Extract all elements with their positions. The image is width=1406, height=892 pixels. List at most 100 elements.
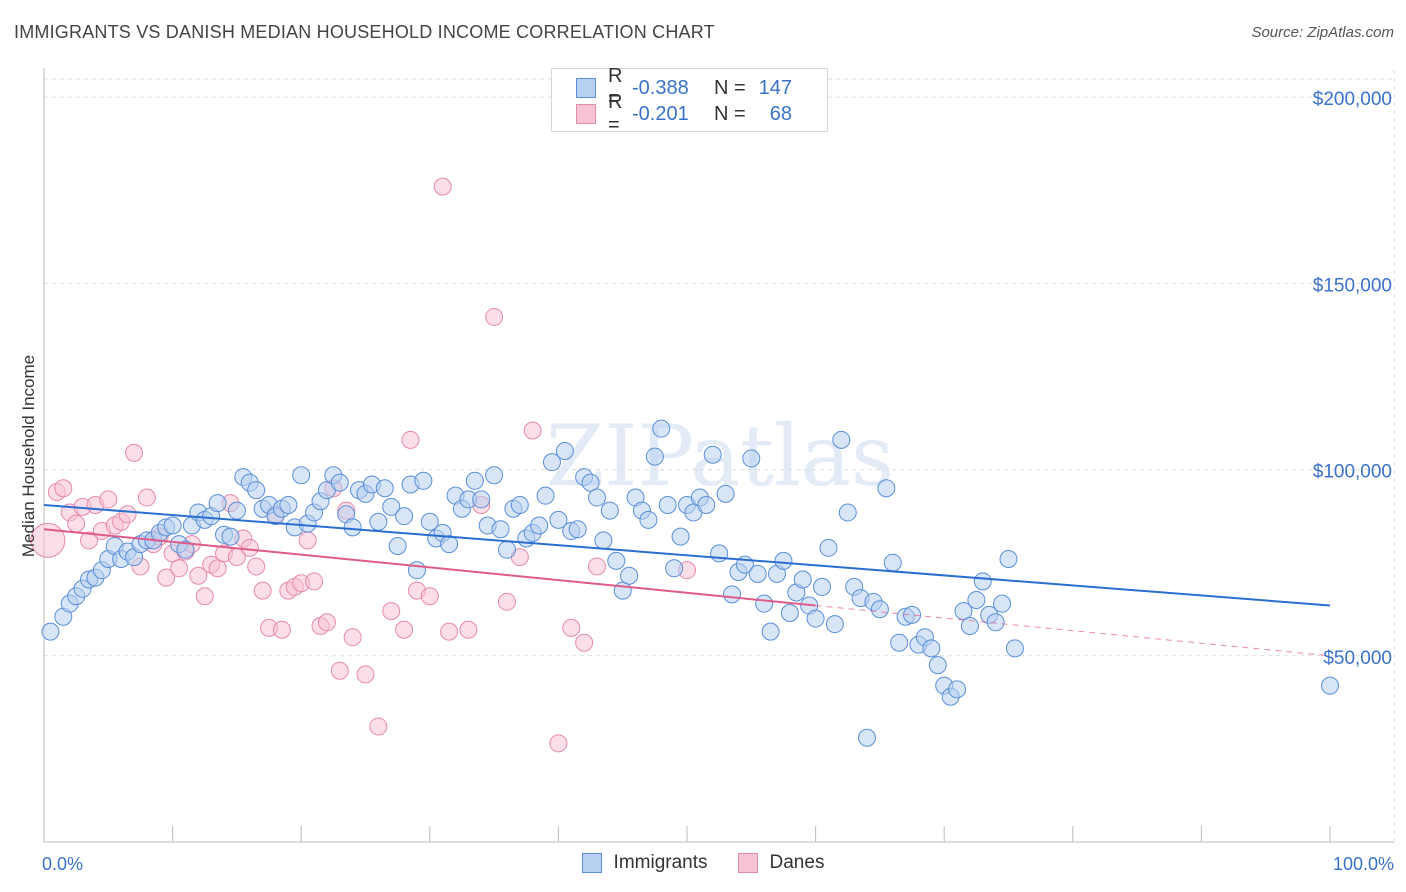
legend-n-label: N = <box>714 102 746 125</box>
immigrants-point <box>530 516 549 535</box>
immigrants-trend-line <box>43 503 1331 607</box>
y-tick-label: $50,000 <box>1323 648 1392 669</box>
danes-point <box>356 665 375 684</box>
legend-n-label: N = <box>714 76 746 99</box>
immigrants-point <box>986 613 1005 632</box>
immigrants-point <box>960 617 979 636</box>
immigrants-point <box>247 481 266 500</box>
danes-point <box>497 592 516 611</box>
danes-point <box>272 620 291 639</box>
immigrants-point <box>542 453 561 472</box>
immigrants-point <box>497 540 516 559</box>
danes-swatch <box>737 853 758 873</box>
legend-r-danes: -0.201 <box>632 102 689 125</box>
danes-point <box>99 490 118 509</box>
immigrants-point <box>825 615 844 634</box>
trend-lines <box>43 503 1331 657</box>
immigrants-point <box>838 503 857 522</box>
danes-point <box>317 613 336 632</box>
immigrants-point <box>652 419 671 438</box>
immigrants-point <box>227 501 246 520</box>
immigrants-point <box>806 609 825 628</box>
immigrants-point <box>292 466 311 485</box>
immigrants-point <box>710 544 729 563</box>
immigrants-point <box>813 577 832 596</box>
immigrants-point <box>208 494 227 513</box>
danes-point <box>562 618 581 637</box>
danes-point <box>118 505 137 524</box>
immigrants-point <box>870 600 889 619</box>
danes-trend-extension <box>815 605 1331 657</box>
immigrants-point <box>967 590 986 609</box>
immigrants-point <box>375 479 394 498</box>
immigrants-point <box>819 538 838 557</box>
danes-point <box>433 177 452 196</box>
immigrants-point <box>658 495 677 514</box>
legend-n-danes: 68 <box>769 102 792 125</box>
danes-point <box>208 559 227 578</box>
axes <box>43 68 1394 843</box>
immigrants-point <box>607 551 626 570</box>
immigrants-point <box>395 507 414 526</box>
immigrants-point <box>620 566 639 585</box>
immigrants-point <box>922 639 941 658</box>
immigrants-point <box>369 512 388 531</box>
immigrants-point <box>587 488 606 507</box>
danes-point <box>80 531 99 550</box>
immigrants-point <box>723 585 742 604</box>
bottom-legend-danes: Danes <box>737 852 824 874</box>
danes-point <box>420 587 439 606</box>
danes-point <box>459 620 478 639</box>
immigrants-point <box>1321 676 1339 695</box>
danes-point <box>247 557 266 576</box>
bottom-legend: Immigrants Danes <box>0 852 1406 874</box>
immigrants-swatch <box>576 78 596 98</box>
legend-r-label: R = <box>608 91 623 136</box>
immigrants-point <box>755 594 774 613</box>
chart-source: Source: ZipAtlas.com <box>1251 24 1394 41</box>
immigrants-point <box>555 442 574 460</box>
immigrants-point <box>549 510 568 529</box>
immigrants-point <box>382 497 401 516</box>
danes-point <box>401 430 420 449</box>
immigrants-point <box>465 471 484 490</box>
danes-point <box>54 479 73 498</box>
immigrants-point <box>774 551 793 570</box>
immigrants-point <box>793 570 812 589</box>
immigrants-point <box>420 512 439 531</box>
y-tick-label: $150,000 <box>1313 275 1392 296</box>
immigrants-point <box>472 490 491 509</box>
danes-swatch <box>576 104 596 124</box>
immigrants-point <box>485 466 504 485</box>
danes-trend-line <box>43 528 816 607</box>
immigrants-point <box>330 473 349 492</box>
immigrants-point <box>973 572 992 591</box>
immigrants-point <box>163 516 182 535</box>
danes-point <box>440 622 459 641</box>
x-tick-label: 100.0% <box>1333 854 1394 874</box>
legend-n-immigrants: 147 <box>758 76 792 99</box>
immigrants-swatch <box>581 853 602 873</box>
danes-point <box>125 443 144 462</box>
y-axis-label: Median Household Income <box>19 355 38 557</box>
danes-point <box>253 581 272 600</box>
immigrants-point <box>491 520 510 539</box>
danes-point <box>30 522 66 558</box>
danes-point <box>189 566 208 585</box>
immigrants-point <box>703 445 722 464</box>
immigrants-point <box>742 449 761 468</box>
immigrants-point <box>858 728 877 747</box>
immigrants-point <box>414 471 433 490</box>
immigrants-point <box>883 553 902 572</box>
danes-point <box>157 568 176 587</box>
immigrants-point <box>780 603 799 622</box>
immigrants-point <box>407 561 426 580</box>
immigrants-point <box>568 520 587 539</box>
immigrants-point <box>343 518 362 537</box>
immigrants-point <box>890 633 909 652</box>
immigrants-point <box>665 559 684 578</box>
immigrants-point <box>993 594 1012 613</box>
y-tick-label: $200,000 <box>1313 89 1392 110</box>
immigrants-point <box>748 564 767 583</box>
immigrants-point <box>903 605 922 624</box>
